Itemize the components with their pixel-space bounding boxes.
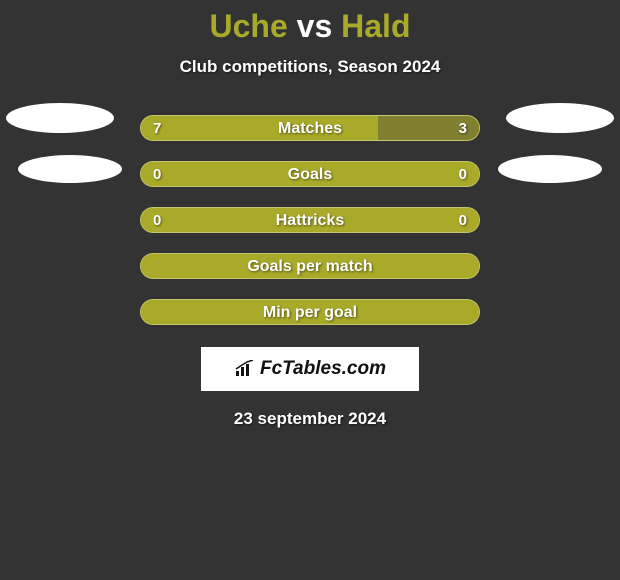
- stat-row: Hattricks00: [0, 207, 620, 233]
- stat-row: Goals00: [0, 161, 620, 187]
- stat-bar: Goals per match: [140, 253, 480, 279]
- bar-fill-left: [141, 116, 378, 140]
- chart-icon: [234, 360, 256, 378]
- bar-fill-left: [141, 162, 310, 186]
- player-badge-right: [498, 155, 602, 183]
- player-badge-left: [18, 155, 122, 183]
- stat-bar: Goals00: [140, 161, 480, 187]
- stat-row: Goals per match: [0, 253, 620, 279]
- bar-fill-right: [310, 162, 479, 186]
- comparison-container: Uche vs Hald Club competitions, Season 2…: [0, 0, 620, 429]
- player-badge-left: [6, 103, 114, 133]
- bar-fill-left: [141, 300, 310, 324]
- stat-row: Min per goal: [0, 299, 620, 325]
- bar-fill-right: [310, 208, 479, 232]
- logo-text: FcTables.com: [260, 358, 386, 380]
- player1-name: Uche: [210, 8, 288, 44]
- stat-bar: Hattricks00: [140, 207, 480, 233]
- logo-box[interactable]: FcTables.com: [201, 347, 419, 391]
- bar-fill-left: [141, 254, 310, 278]
- stat-rows: Matches73 Goals00 Hattricks00 Goals per mat…: [0, 115, 620, 325]
- date: 23 september 2024: [0, 409, 620, 429]
- logo: FcTables.com: [234, 358, 386, 380]
- bar-fill-right: [310, 254, 479, 278]
- title: Uche vs Hald: [0, 8, 620, 45]
- stat-bar: Matches73: [140, 115, 480, 141]
- bar-fill-left: [141, 208, 310, 232]
- subtitle: Club competitions, Season 2024: [0, 57, 620, 77]
- player2-name: Hald: [341, 8, 410, 44]
- vs-text: vs: [297, 8, 333, 44]
- stat-row: Matches73: [0, 115, 620, 141]
- stat-bar: Min per goal: [140, 299, 480, 325]
- bar-fill-right: [378, 116, 479, 140]
- bar-fill-right: [310, 300, 479, 324]
- player-badge-right: [506, 103, 614, 133]
